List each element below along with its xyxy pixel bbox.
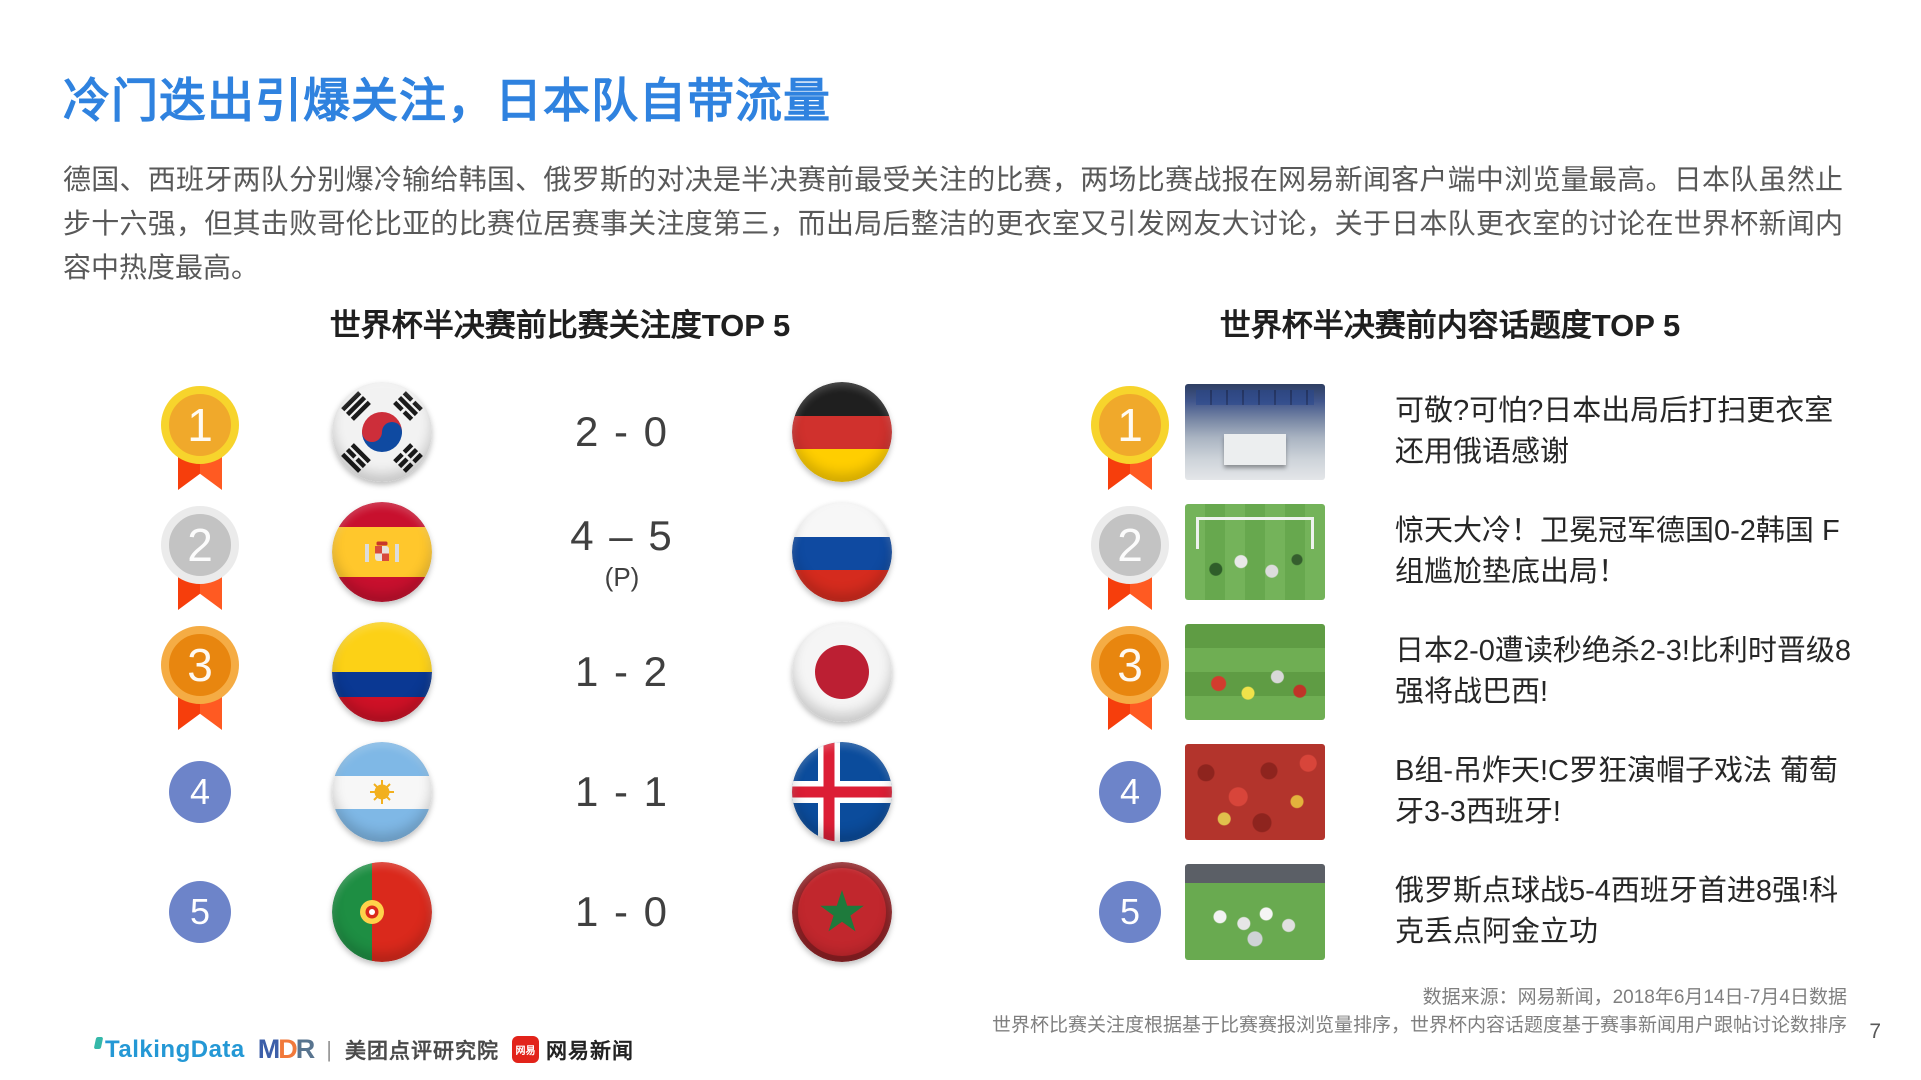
page-title: 冷门迭出引爆关注，日本队自带流量 — [63, 74, 831, 127]
rank-2-medal-icon: 2 — [1091, 506, 1169, 616]
talkingdata-tick-icon — [93, 1036, 104, 1049]
netease-app-icon: 网易 — [511, 1036, 539, 1063]
topic-ranking-header: 世界杯半决赛前内容话题度TOP 5 — [1219, 308, 1681, 343]
rank-number: 5 — [189, 891, 211, 932]
rank-number: 2 — [161, 506, 239, 584]
rank-5-circle-badge: 5 — [1099, 881, 1161, 943]
rank-number: 1 — [161, 386, 239, 464]
flag-spain-icon — [332, 502, 432, 602]
rank-number: 2 — [1091, 506, 1169, 584]
meituan-research-logo: 美团点评研究院 — [344, 1039, 499, 1063]
rank-number: 4 — [189, 771, 211, 812]
japan-locker-room-photo — [1185, 384, 1325, 480]
match-score-cell: 1 - 2 — [575, 648, 669, 696]
match-score: 1 - 2 — [574, 648, 670, 695]
rank-4-circle-badge: 4 — [1099, 761, 1161, 823]
news-headline: B组-吊炸天!C罗狂演帽子戏法 葡萄牙3-3西班牙! — [1395, 755, 1839, 828]
flag-russia-icon — [792, 502, 892, 602]
news-headline: 日本2-0遭读秒绝杀2-3!比利时晋级8强将战巴西! — [1395, 635, 1852, 708]
data-source-note: 数据来源：网易新闻，2018年6月14日-7月4日数据 世界杯比赛关注度根据基于… — [992, 984, 1847, 1040]
talkingdata-logo: TalkingData — [93, 1035, 245, 1064]
match-score: 1 - 1 — [574, 768, 670, 815]
match-score-cell: 1 - 1 — [575, 768, 669, 816]
rank-number: 5 — [1119, 891, 1141, 932]
match-ranking-table: 1 2 - 0 2 — [138, 372, 942, 972]
netease-news-logo: 网易 网易新闻 — [511, 1035, 634, 1065]
mdr-logo: MDR — [257, 1034, 315, 1064]
rank-2-medal-icon: 2 — [161, 506, 239, 616]
news-headline: 可敬?可怕?日本出局后打扫更衣室 还用俄语感谢 — [1395, 395, 1834, 468]
japan-belgium-pitch-photo — [1185, 624, 1325, 720]
rank-number: 1 — [1091, 386, 1169, 464]
flag-argentina-icon — [332, 742, 432, 842]
match-score-cell: 2 - 0 — [575, 408, 669, 456]
flag-portugal-icon — [332, 862, 432, 962]
page-number: 7 — [1869, 1020, 1881, 1043]
match-ranking-header: 世界杯半决赛前比赛关注度TOP 5 — [329, 308, 791, 343]
rank-3-medal-icon: 3 — [1091, 626, 1169, 736]
germany-korea-goal-photo — [1185, 504, 1325, 600]
flag-morocco-icon — [792, 862, 892, 962]
match-score-cell: 4 – 5 (P) — [570, 512, 673, 593]
match-score: 1 - 0 — [574, 888, 670, 935]
match-score-cell: 1 - 0 — [575, 888, 669, 936]
intro-paragraph: 德国、西班牙两队分别爆冷输给韩国、俄罗斯的对决是半决赛前最受关注的比赛，两场比赛… — [63, 164, 1843, 283]
brand-logos: TalkingData MDR | 美团点评研究院 网易 网易新闻 — [93, 1034, 634, 1065]
flag-colombia-icon — [332, 622, 432, 722]
source-line-1: 数据来源：网易新闻，2018年6月14日-7月4日数据 — [1422, 987, 1847, 1008]
rank-5-circle-badge: 5 — [169, 881, 231, 943]
flag-japan-icon — [792, 622, 892, 722]
portugal-spain-fans-photo — [1185, 744, 1325, 840]
rank-1-medal-icon: 1 — [1091, 386, 1169, 496]
flag-germany-icon — [792, 382, 892, 482]
russia-spain-celebrate-photo — [1185, 864, 1325, 960]
rank-3-medal-icon: 3 — [161, 626, 239, 736]
flag-south-korea-icon — [332, 382, 432, 482]
match-score: 2 - 0 — [574, 408, 670, 455]
rank-number: 4 — [1119, 771, 1141, 812]
match-score: 4 – 5 — [570, 511, 674, 559]
topic-ranking-table: 1 可敬?可怕?日本出局后打扫更衣室 还用俄语感谢 2 惊天大冷！卫冕冠军德国0… — [1075, 372, 1865, 972]
talkingdata-wordmark: TalkingData — [105, 1035, 245, 1063]
flag-iceland-icon — [792, 742, 892, 842]
news-headline: 俄罗斯点球战5-4西班牙首进8强!科克丢点阿金立功 — [1395, 875, 1839, 948]
news-headline: 惊天大冷！卫冕冠军德国0-2韩国 F组尴尬垫底出局！ — [1395, 515, 1840, 588]
match-score-note: (P) — [604, 561, 640, 592]
netease-wordmark: 网易新闻 — [545, 1039, 634, 1063]
rank-4-circle-badge: 4 — [169, 761, 231, 823]
rank-number: 3 — [161, 626, 239, 704]
rank-1-medal-icon: 1 — [161, 386, 239, 496]
rank-number: 3 — [1091, 626, 1169, 704]
logo-divider: | — [326, 1036, 332, 1062]
source-line-2: 世界杯比赛关注度根据基于比赛赛报浏览量排序，世界杯内容话题度基于赛事新闻用户跟帖… — [991, 1015, 1847, 1036]
